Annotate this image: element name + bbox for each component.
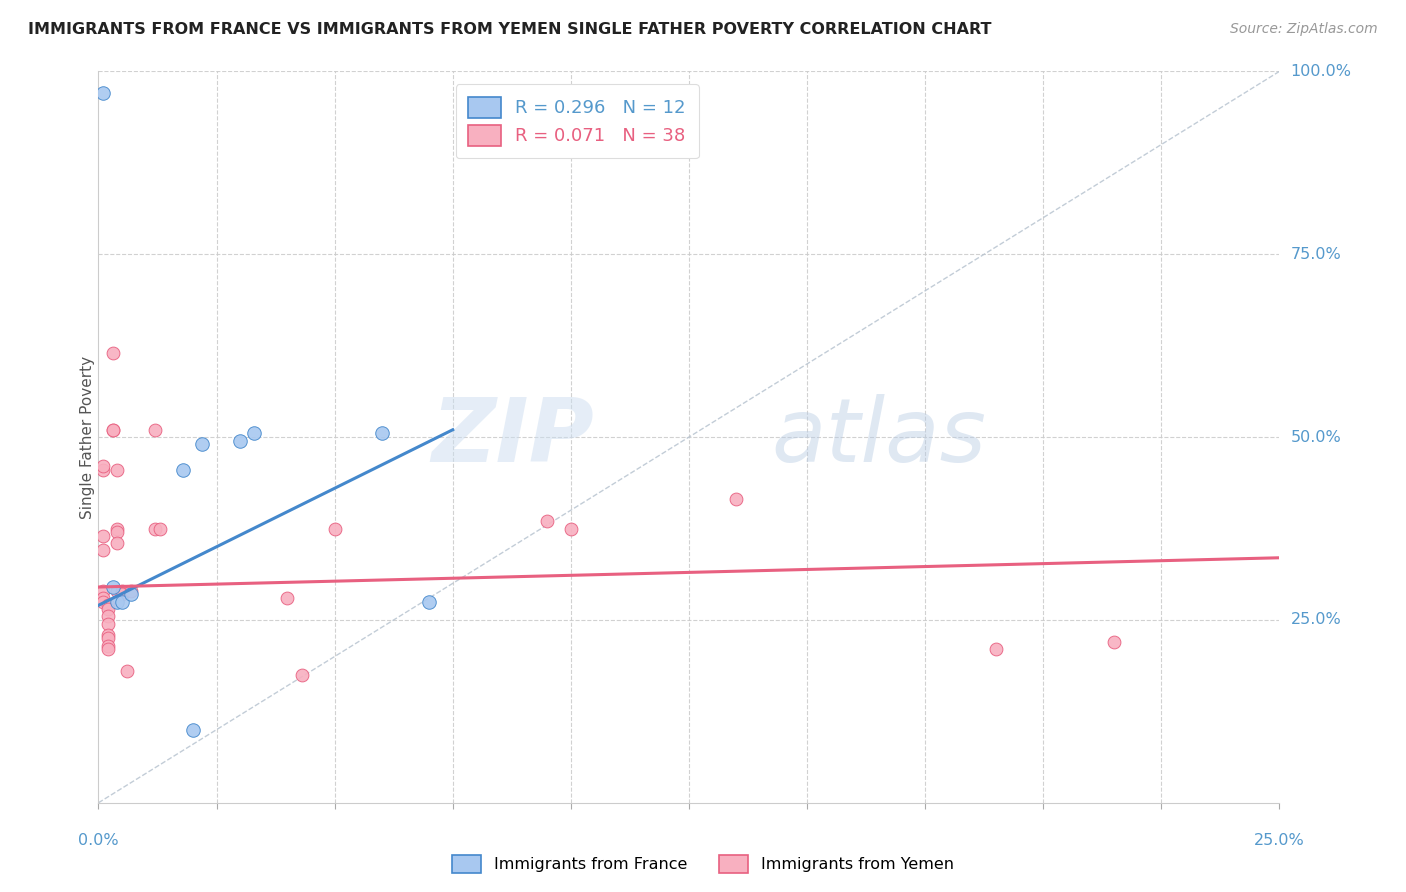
Point bbox=[323, 521, 346, 535]
Text: atlas: atlas bbox=[772, 394, 987, 480]
Point bbox=[91, 529, 114, 543]
Point bbox=[111, 587, 134, 601]
Point bbox=[984, 642, 1007, 657]
Point bbox=[121, 583, 143, 598]
Point bbox=[111, 594, 134, 608]
Point bbox=[105, 463, 128, 477]
Text: ZIP: ZIP bbox=[432, 393, 595, 481]
Point bbox=[121, 587, 143, 601]
Point bbox=[97, 642, 120, 657]
Point bbox=[143, 423, 166, 437]
Point bbox=[91, 594, 114, 608]
Point bbox=[181, 723, 204, 737]
Point bbox=[97, 639, 120, 653]
Point bbox=[290, 667, 312, 681]
Point bbox=[97, 627, 120, 641]
Point bbox=[418, 594, 440, 608]
Point bbox=[101, 423, 124, 437]
Text: IMMIGRANTS FROM FRANCE VS IMMIGRANTS FROM YEMEN SINGLE FATHER POVERTY CORRELATIO: IMMIGRANTS FROM FRANCE VS IMMIGRANTS FRO… bbox=[28, 22, 991, 37]
Point bbox=[105, 594, 128, 608]
Point bbox=[105, 521, 128, 535]
Point bbox=[91, 543, 114, 558]
Text: Source: ZipAtlas.com: Source: ZipAtlas.com bbox=[1230, 22, 1378, 37]
Point bbox=[91, 591, 114, 605]
Point bbox=[276, 591, 298, 605]
Text: 25.0%: 25.0% bbox=[1291, 613, 1341, 627]
Legend: R = 0.296   N = 12, R = 0.071   N = 38: R = 0.296 N = 12, R = 0.071 N = 38 bbox=[456, 84, 699, 158]
Point bbox=[91, 463, 114, 477]
Text: 25.0%: 25.0% bbox=[1254, 833, 1305, 848]
Point bbox=[1102, 635, 1125, 649]
Point bbox=[91, 583, 114, 598]
Point bbox=[97, 602, 120, 616]
Point bbox=[172, 463, 194, 477]
Point bbox=[243, 426, 266, 441]
Point bbox=[143, 521, 166, 535]
Point bbox=[97, 616, 120, 631]
Point bbox=[560, 521, 582, 535]
Point bbox=[101, 346, 124, 360]
Text: 75.0%: 75.0% bbox=[1291, 247, 1341, 261]
Point bbox=[105, 525, 128, 540]
Point bbox=[191, 437, 214, 451]
Point bbox=[725, 492, 748, 507]
Text: 100.0%: 100.0% bbox=[1291, 64, 1351, 78]
Point bbox=[91, 459, 114, 474]
Point bbox=[149, 521, 172, 535]
Point bbox=[111, 583, 134, 598]
Point bbox=[229, 434, 252, 448]
Y-axis label: Single Father Poverty: Single Father Poverty bbox=[80, 356, 94, 518]
Point bbox=[105, 583, 128, 598]
Text: 50.0%: 50.0% bbox=[1291, 430, 1341, 444]
Point bbox=[105, 536, 128, 550]
Point bbox=[536, 514, 558, 528]
Point bbox=[115, 664, 138, 678]
Point bbox=[97, 599, 120, 613]
Text: 0.0%: 0.0% bbox=[79, 833, 118, 848]
Point bbox=[91, 87, 114, 101]
Point bbox=[97, 632, 120, 646]
Legend: Immigrants from France, Immigrants from Yemen: Immigrants from France, Immigrants from … bbox=[446, 848, 960, 880]
Point bbox=[97, 609, 120, 624]
Point bbox=[371, 426, 394, 441]
Point bbox=[101, 423, 124, 437]
Point bbox=[101, 580, 124, 594]
